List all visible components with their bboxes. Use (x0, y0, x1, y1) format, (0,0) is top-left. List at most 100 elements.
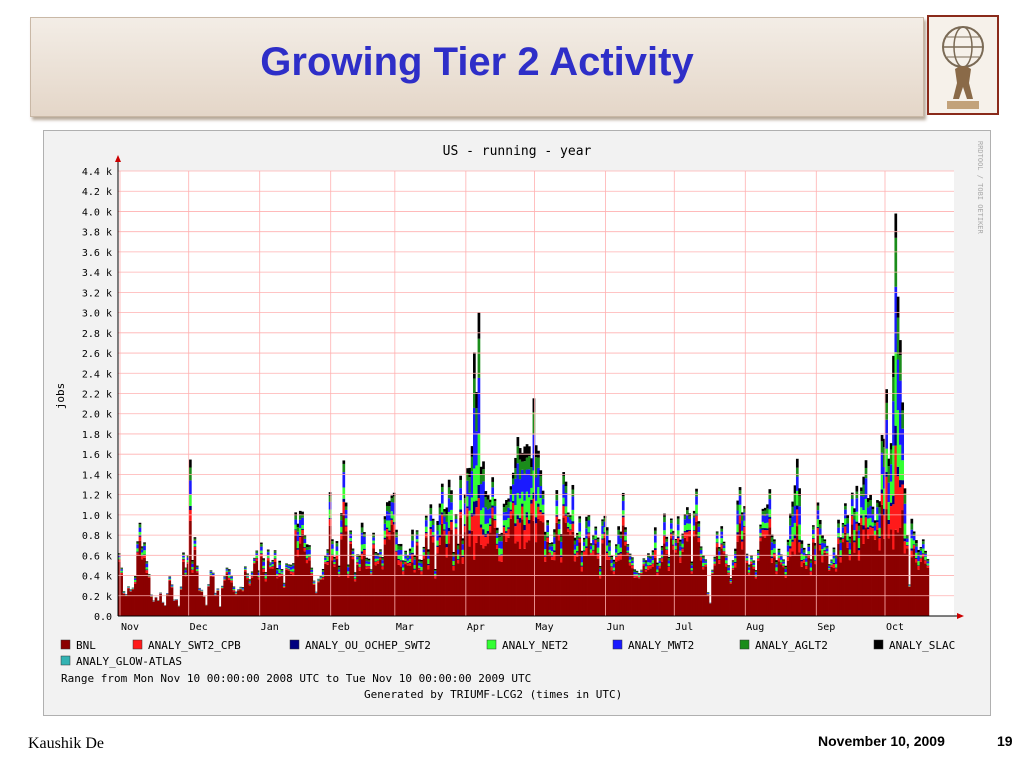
area-bar-bnl (837, 544, 840, 616)
area-bar-analy_swt2_cpb (179, 589, 183, 590)
area-bar-analy_net2 (617, 544, 620, 554)
area-bar-bnl (832, 567, 836, 616)
area-bar-analy_aglt2 (649, 557, 653, 560)
area-bar-analy_net2 (869, 517, 872, 526)
area-bar-analy_aglt2 (276, 569, 279, 571)
area-bar-analy_aglt2 (477, 338, 481, 378)
area-bar-analy_slac (468, 467, 472, 478)
area-bar-analy_ou_ochep_swt2 (227, 577, 231, 579)
area-bar-analy_slac (287, 564, 291, 566)
area-bar-analy_mwt2 (550, 546, 554, 552)
area-bar-analy_swt2_cpb (182, 559, 185, 562)
area-bar-analy_mwt2 (461, 544, 465, 550)
area-bar-analy_ou_ochep_swt2 (367, 565, 371, 567)
area-bar-analy_swt2_cpb (241, 590, 245, 592)
area-bar-analy_aglt2 (795, 467, 799, 477)
area-bar-analy_slac (624, 527, 627, 530)
area-bar-analy_net2 (578, 531, 582, 538)
area-bar-analy_net2 (779, 559, 783, 563)
area-bar-bnl (857, 560, 861, 616)
area-bar-bnl (532, 520, 536, 616)
area-bar-analy_aglt2 (438, 507, 442, 515)
y-tick-label: 4.0 k (82, 207, 112, 218)
area-bar-bnl (406, 565, 410, 616)
area-bar-analy_mwt2 (837, 527, 840, 534)
area-bar-analy_swt2_cpb (429, 529, 433, 536)
area-bar-analy_ou_ochep_swt2 (360, 551, 364, 554)
area-bar-bnl (784, 577, 788, 616)
area-bar-analy_swt2_cpb (500, 555, 504, 562)
area-bar-analy_swt2_cpb (420, 571, 424, 575)
area-bar-analy_net2 (637, 575, 641, 578)
area-bar-analy_ou_ochep_swt2 (866, 527, 870, 530)
area-bar-analy_slac (514, 457, 517, 469)
area-bar-bnl (477, 535, 481, 616)
area-bar-analy_aglt2 (578, 518, 582, 523)
area-bar-analy_mwt2 (193, 540, 197, 544)
area-bar-analy_mwt2 (191, 563, 194, 567)
area-bar-analy_aglt2 (191, 561, 194, 564)
area-bar-analy_ou_ochep_swt2 (773, 552, 776, 554)
area-bar-bnl (214, 595, 217, 616)
area-bar-analy_net2 (333, 561, 336, 564)
area-bar-bnl (367, 568, 371, 616)
area-bar-bnl (365, 568, 369, 616)
area-bar-analy_swt2_cpb (598, 575, 602, 579)
area-bar-bnl (828, 570, 831, 616)
area-bar-bnl (340, 539, 343, 616)
area-bar-analy_net2 (631, 563, 634, 566)
area-bar-analy_ou_ochep_swt2 (674, 549, 678, 551)
area-bar-analy_mwt2 (379, 551, 382, 555)
area-bar-analy_net2 (651, 560, 655, 564)
area-bar-analy_aglt2 (582, 539, 586, 543)
area-bar-analy_net2 (665, 546, 669, 550)
area-bar-analy_ou_ochep_swt2 (301, 528, 304, 530)
area-bar-analy_aglt2 (688, 516, 691, 519)
area-bar-analy_slac (553, 529, 556, 533)
area-bar-analy_net2 (866, 518, 870, 528)
area-bar-bnl (207, 586, 211, 616)
area-bar-analy_mwt2 (374, 555, 378, 559)
area-bar-analy_net2 (285, 567, 288, 569)
area-bar-bnl (841, 542, 845, 616)
area-bar-analy_net2 (129, 590, 133, 592)
area-bar-analy_slac (841, 522, 845, 525)
area-bar-analy_mwt2 (118, 555, 121, 558)
area-bar-analy_swt2_cpb (521, 506, 524, 520)
area-bar-analy_swt2_cpb (445, 547, 449, 558)
area-bar-bnl (248, 585, 252, 616)
area-bar-analy_aglt2 (818, 524, 822, 529)
area-bar-bnl (127, 588, 130, 616)
area-bar-analy_swt2_cpb (328, 519, 332, 526)
area-bar-analy_swt2_cpb (317, 581, 320, 583)
area-bar-analy_swt2_cpb (644, 569, 648, 572)
area-bar-analy_swt2_cpb (527, 523, 531, 541)
area-bar-analy_ou_ochep_swt2 (294, 529, 298, 531)
area-bar-bnl (834, 571, 838, 616)
area-bar-analy_swt2_cpb (347, 574, 350, 578)
area-bar-analy_mwt2 (594, 530, 598, 536)
area-bar-analy_slac (266, 549, 270, 551)
area-bar-analy_net2 (582, 545, 586, 551)
area-bar-analy_swt2_cpb (418, 568, 421, 571)
legend-label: ANALY_GLOW-ATLAS (76, 655, 182, 668)
area-bar-bnl (227, 580, 231, 616)
area-bar-analy_mwt2 (860, 495, 863, 508)
area-bar-analy_ou_ochep_swt2 (798, 539, 801, 543)
area-bar-analy_net2 (573, 549, 577, 554)
area-bar-analy_aglt2 (539, 475, 543, 487)
area-bar-analy_net2 (411, 547, 414, 553)
area-bar-analy_slac (883, 438, 886, 448)
area-bar-analy_aglt2 (450, 495, 453, 503)
area-bar-analy_net2 (484, 523, 488, 534)
area-bar-analy_swt2_cpb (729, 582, 733, 584)
area-bar-analy_aglt2 (921, 541, 925, 545)
area-bar-analy_swt2_cpb (468, 533, 472, 547)
area-bar-bnl (901, 510, 905, 616)
area-bar-analy_slac (358, 554, 362, 557)
area-bar-analy_mwt2 (376, 556, 380, 559)
area-bar-analy_swt2_cpb (871, 527, 875, 535)
area-bar-bnl (415, 545, 419, 616)
area-bar-analy_swt2_cpb (578, 538, 582, 543)
area-bar-analy_aglt2 (663, 516, 666, 523)
